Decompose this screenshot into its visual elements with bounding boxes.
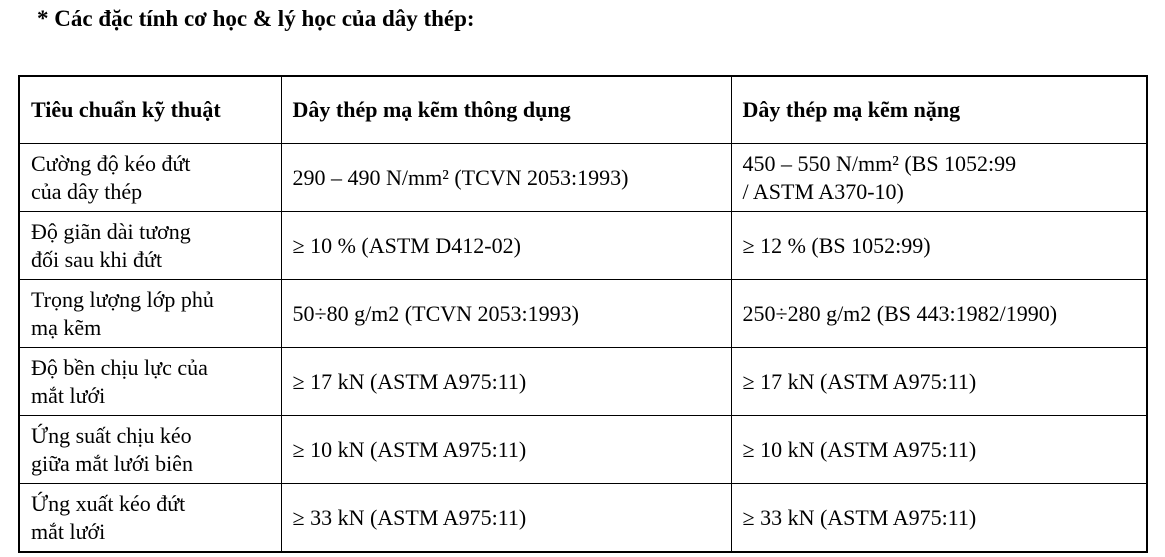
heavy-value-cell: ≥ 33 kN (ASTM A975:11) — [730, 483, 1148, 553]
common-value-cell: ≥ 10 % (ASTM D412-02) — [280, 211, 732, 280]
common-value-cell: ≥ 10 kN (ASTM A975:11) — [280, 415, 732, 484]
heavy-value-cell: ≥ 17 kN (ASTM A975:11) — [730, 347, 1148, 416]
table-row: Độ giãn dài tương đối sau khi đứt ≥ 10 %… — [18, 211, 1148, 280]
heavy-value-cell: ≥ 10 kN (ASTM A975:11) — [730, 415, 1148, 484]
property-cell: Ứng xuất kéo đứt mắt lưới — [18, 483, 282, 553]
heavy-value-cell: 450 – 550 N/mm² (BS 1052:99 / ASTM A370-… — [730, 143, 1148, 212]
table-row: Ứng xuất kéo đứt mắt lưới ≥ 33 kN (ASTM … — [18, 483, 1148, 553]
common-value-cell: 50÷80 g/m2 (TCVN 2053:1993) — [280, 279, 732, 348]
page-title: * Các đặc tính cơ học & lý học của dây t… — [37, 6, 475, 31]
header-cell-common-wire: Dây thép mạ kẽm thông dụng — [280, 75, 732, 144]
property-cell: Độ bền chịu lực của mắt lưới — [18, 347, 282, 416]
property-cell: Cường độ kéo đứt của dây thép — [18, 143, 282, 212]
property-cell: Trọng lượng lớp phủ mạ kẽm — [18, 279, 282, 348]
property-cell: Ứng suất chịu kéo giữa mắt lưới biên — [18, 415, 282, 484]
property-cell: Độ giãn dài tương đối sau khi đứt — [18, 211, 282, 280]
heavy-value-cell: ≥ 12 % (BS 1052:99) — [730, 211, 1148, 280]
common-value-cell: ≥ 17 kN (ASTM A975:11) — [280, 347, 732, 416]
header-cell-standard: Tiêu chuẩn kỹ thuật — [18, 75, 282, 144]
heavy-value-cell: 250÷280 g/m2 (BS 443:1982/1990) — [730, 279, 1148, 348]
table-header-row: Tiêu chuẩn kỹ thuật Dây thép mạ kẽm thôn… — [18, 75, 1148, 144]
table-row: Độ bền chịu lực của mắt lưới ≥ 17 kN (AS… — [18, 347, 1148, 416]
header-cell-heavy-wire: Dây thép mạ kẽm nặng — [730, 75, 1148, 144]
table-row: Cường độ kéo đứt của dây thép 290 – 490 … — [18, 143, 1148, 212]
table-row: Trọng lượng lớp phủ mạ kẽm 50÷80 g/m2 (T… — [18, 279, 1148, 348]
table-row: Ứng suất chịu kéo giữa mắt lưới biên ≥ 1… — [18, 415, 1148, 484]
specs-table: Tiêu chuẩn kỹ thuật Dây thép mạ kẽm thôn… — [18, 75, 1148, 553]
common-value-cell: ≥ 33 kN (ASTM A975:11) — [280, 483, 732, 553]
common-value-cell: 290 – 490 N/mm² (TCVN 2053:1993) — [280, 143, 732, 212]
